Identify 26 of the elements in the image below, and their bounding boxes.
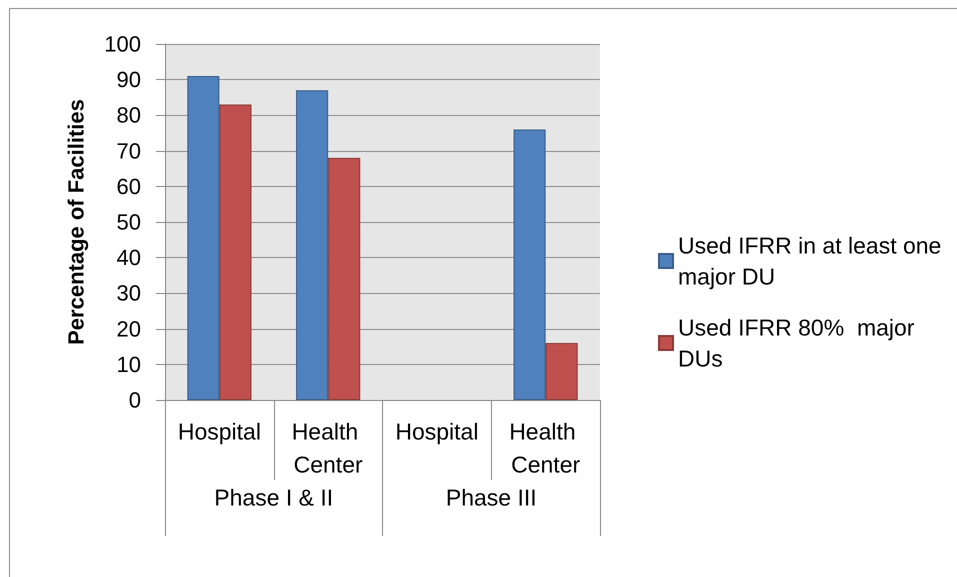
y-tick-label: 100 [104,32,141,56]
y-tick-label: 40 [116,245,141,270]
y-tick-label: 90 [116,67,141,92]
y-tick-label: 20 [116,316,141,342]
y-tick-label: 70 [116,138,141,164]
y-axis-title: Percentage of Facilities [64,99,88,345]
text: Phase I & II [214,484,334,510]
x-tick-label: Hospital [395,418,478,444]
bar [546,343,578,400]
x-tick-label: Hospital [178,418,261,444]
y-tick-label: 0 [128,388,141,412]
y-tick-label: 30 [116,280,141,306]
legend-label: Used IFRR 80% major DUs [678,314,921,372]
text: Phase III [446,484,537,510]
bar [514,129,546,400]
x-tick-label: Health Center [292,418,365,478]
y-tick-label: 80 [116,102,141,128]
bar [328,158,360,400]
bar [219,104,252,400]
x-tick-label: Health Center [509,418,582,478]
bar [187,76,220,400]
legend-label: Used IFRR in at least one major DU [678,232,948,290]
bar [296,90,328,400]
y-tick-label: 10 [116,352,141,377]
y-tick-label: 60 [116,174,141,199]
y-tick-label: 50 [116,210,141,234]
